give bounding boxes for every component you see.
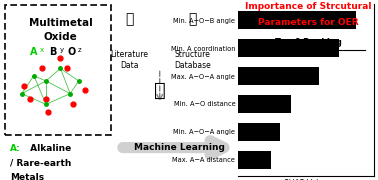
Text: 📖: 📖 [125,13,133,27]
Text: Importance of Strcutural: Importance of Strcutural [245,2,371,11]
Text: z: z [78,47,82,53]
Text: A:: A: [10,144,20,153]
Text: y: y [60,47,64,53]
Bar [238,67,319,85]
Bar [238,11,356,29]
Text: Metals: Metals [10,173,44,180]
Text: Multimetal: Multimetal [29,18,92,28]
Text: 🖥: 🖥 [189,13,197,27]
Text: Machine Learning: Machine Learning [134,143,225,152]
Text: A: A [30,47,38,57]
Text: Top 6 Ranking: Top 6 Ranking [275,38,341,47]
Text: O: O [67,47,76,57]
X-axis label: SHAP Value: SHAP Value [284,179,328,180]
Bar [238,123,280,141]
Text: Structure
Database: Structure Database [174,50,211,70]
Text: Literature
Data: Literature Data [110,50,148,70]
Text: 🧠: 🧠 [154,80,166,100]
Text: B: B [50,47,57,57]
Bar [238,95,291,113]
Text: x: x [40,47,44,53]
Text: Alkaline: Alkaline [26,144,71,153]
Bar [238,151,271,169]
Text: Oxide: Oxide [43,32,77,42]
Bar [238,39,339,57]
Text: Parameters for OER: Parameters for OER [258,18,358,27]
Text: / Rare-earth: / Rare-earth [10,158,71,167]
FancyBboxPatch shape [5,5,111,135]
